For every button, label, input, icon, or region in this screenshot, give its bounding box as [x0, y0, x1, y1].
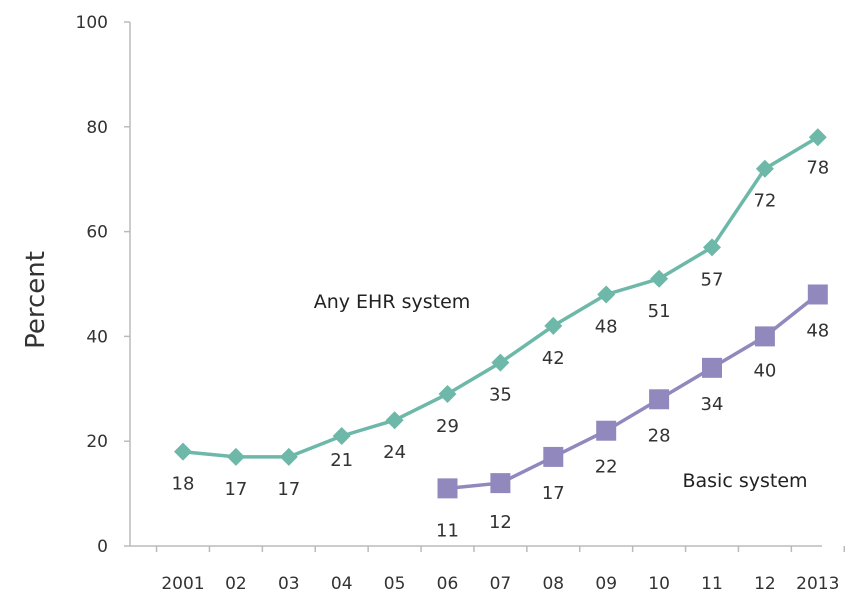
- x-tick-label: 08: [542, 574, 564, 594]
- x-tick-label: 2013: [796, 574, 839, 594]
- data-label-basic: 12: [489, 512, 512, 533]
- data-label-any-ehr: 42: [542, 348, 565, 369]
- data-point-any-ehr: [809, 128, 827, 146]
- data-label-any-ehr: 21: [330, 450, 353, 471]
- data-label-any-ehr: 35: [489, 385, 512, 406]
- y-tick-label: 60: [86, 223, 108, 243]
- data-label-basic: 17: [542, 483, 565, 504]
- data-point-any-ehr: [227, 448, 245, 466]
- data-label-basic: 28: [648, 425, 671, 446]
- data-point-any-ehr: [333, 427, 351, 445]
- data-point-any-ehr: [280, 448, 298, 466]
- data-point-basic: [596, 421, 616, 441]
- y-tick-label: 100: [76, 13, 108, 33]
- series-label-any-ehr: Any EHR system: [314, 291, 471, 313]
- data-label-basic: 40: [753, 360, 776, 381]
- data-point-any-ehr: [174, 443, 192, 461]
- series-label-basic: Basic system: [682, 470, 807, 492]
- y-ticks: 0 20 40 60 80 100: [76, 13, 130, 557]
- data-label-any-ehr: 18: [172, 474, 195, 495]
- data-point-basic: [490, 473, 510, 493]
- data-point-any-ehr: [439, 385, 457, 403]
- data-label-any-ehr: 78: [806, 157, 829, 178]
- x-tick-label: 06: [437, 574, 459, 594]
- data-label-basic: 22: [595, 457, 618, 478]
- data-label-any-ehr: 24: [383, 442, 406, 463]
- data-label-any-ehr: 48: [595, 316, 618, 337]
- x-tick-label: 04: [331, 574, 353, 594]
- data-label-basic: 34: [701, 394, 724, 415]
- y-tick-label: 20: [86, 432, 108, 452]
- y-axis-title: Percent: [21, 251, 51, 349]
- y-tick-label: 80: [86, 118, 108, 138]
- series-layer: [174, 128, 828, 498]
- data-point-basic: [649, 389, 669, 409]
- data-point-basic: [702, 358, 722, 378]
- data-point-any-ehr: [597, 285, 615, 303]
- data-point-basic: [438, 478, 458, 498]
- data-label-basic: 48: [806, 320, 829, 341]
- data-point-basic: [755, 326, 775, 346]
- data-label-any-ehr: 57: [701, 269, 724, 290]
- x-tick-label: 10: [648, 574, 670, 594]
- data-point-basic: [543, 447, 563, 467]
- y-tick-label: 40: [86, 327, 108, 347]
- y-tick-label: 0: [97, 537, 108, 557]
- data-label-basic: 11: [436, 520, 459, 541]
- x-tick-label: 11: [701, 574, 723, 594]
- data-label-any-ehr: 17: [277, 479, 300, 500]
- x-tick-label: 07: [490, 574, 512, 594]
- x-tick-label: 02: [225, 574, 247, 594]
- data-label-any-ehr: 29: [436, 416, 459, 437]
- x-tick-label: 09: [595, 574, 617, 594]
- data-point-any-ehr: [650, 270, 668, 288]
- x-tick-label: 05: [384, 574, 406, 594]
- data-label-any-ehr: 17: [224, 479, 247, 500]
- x-tick-label: 12: [754, 574, 776, 594]
- data-label-any-ehr: 51: [648, 301, 671, 322]
- x-tick-label: 03: [278, 574, 300, 594]
- data-label-any-ehr: 72: [753, 191, 776, 212]
- x-tick-label: 2001: [161, 574, 204, 594]
- data-point-any-ehr: [386, 411, 404, 429]
- x-ticks: 2001 02 03 04 05 06 07 08 09 10 11 12 2013: [157, 546, 845, 594]
- data-point-basic: [808, 284, 828, 304]
